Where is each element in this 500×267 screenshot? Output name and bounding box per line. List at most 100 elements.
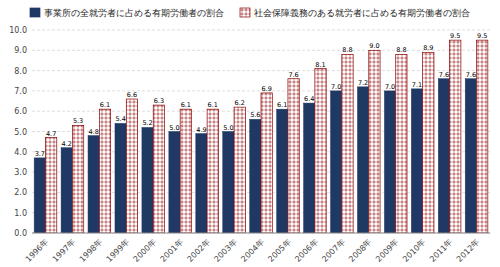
x-tick-label: 2004年 <box>239 237 265 263</box>
x-tick-label: 2001年 <box>159 237 185 263</box>
data-label: 7.0 <box>331 83 341 91</box>
grid <box>32 30 490 233</box>
grid-line <box>32 30 490 31</box>
data-label: 4.2 <box>62 140 72 148</box>
data-label: 6.6 <box>127 91 137 99</box>
data-label: 5.6 <box>250 111 260 119</box>
x-tick-label: 1998年 <box>78 237 104 263</box>
bar <box>384 91 395 233</box>
bar <box>369 50 380 233</box>
legend-label: 事業所の全就労者に占める有期労働者の割合 <box>44 8 224 18</box>
bar <box>142 127 153 233</box>
x-tick-label: 2009年 <box>374 237 400 263</box>
data-label: 5.0 <box>223 124 233 132</box>
bar <box>261 93 272 233</box>
bar <box>169 132 180 234</box>
data-label: 9.5 <box>450 32 460 40</box>
y-tick-label: 1.0 <box>14 209 27 218</box>
x-axis <box>32 233 490 234</box>
data-label: 4.9 <box>196 126 206 134</box>
data-label: 7.0 <box>385 83 395 91</box>
bar <box>61 148 72 233</box>
x-tick-label: 1997年 <box>51 237 77 263</box>
y-tick-label: 6.0 <box>14 107 27 116</box>
data-label: 7.6 <box>288 71 298 79</box>
bar <box>331 91 342 233</box>
data-label: 8.1 <box>315 61 325 69</box>
y-tick-label: 5.0 <box>14 128 27 137</box>
grid-line <box>32 70 490 71</box>
bar <box>99 109 110 233</box>
y-tick-label: 3.0 <box>14 168 27 177</box>
y-tick-label: 9.0 <box>14 46 27 55</box>
chart: 0.0 1.0 2.0 3.0 4.0 5.0 6.0 7.0 8.0 9.0 10.0 3.7 4.2… <box>0 0 500 267</box>
data-label: 3.7 <box>35 150 45 158</box>
bar <box>477 40 488 233</box>
data-label: 4.7 <box>46 130 56 138</box>
y-tick-label: 2.0 <box>14 188 27 197</box>
bar <box>88 136 99 233</box>
x-tick-label: 2007年 <box>320 237 346 263</box>
y-tick-label: 0.0 <box>14 229 27 238</box>
x-tick-label: 2010年 <box>401 237 427 263</box>
bar <box>357 87 368 233</box>
bar <box>315 69 326 233</box>
bar <box>304 103 315 233</box>
grid-line <box>32 50 490 51</box>
legend-item: 社会保障義務のある就労者に占める有期労働者の割合 <box>240 8 470 18</box>
data-label: 7.2 <box>358 79 368 87</box>
x-tick-label: 1999年 <box>105 237 131 263</box>
bar <box>288 79 299 233</box>
data-label: 8.8 <box>396 46 406 54</box>
grid-line <box>32 233 490 234</box>
legend: 事業所の全就労者に占める有期労働者の割合 社会保障義務のある就労者に占める有期労働… <box>30 8 470 18</box>
bar <box>423 52 434 233</box>
x-tick-label: 2012年 <box>455 237 481 263</box>
data-label: 5.4 <box>115 115 125 123</box>
data-label: 5.0 <box>169 124 179 132</box>
bar <box>250 119 261 233</box>
data-label: 9.0 <box>369 42 379 50</box>
data-label: 5.2 <box>142 119 152 127</box>
bar <box>207 109 218 233</box>
bar <box>234 107 245 233</box>
data-label: 8.8 <box>342 46 352 54</box>
legend-swatch <box>30 8 40 17</box>
x-tick-label: 2006年 <box>293 237 319 263</box>
bar <box>342 54 353 233</box>
bar <box>438 79 449 233</box>
y-tick-label: 4.0 <box>14 148 27 157</box>
data-label: 6.1 <box>208 101 218 109</box>
bar <box>223 132 234 234</box>
x-tick-label: 2000年 <box>132 237 158 263</box>
legend-label: 社会保障義務のある就労者に占める有期労働者の割合 <box>254 8 470 18</box>
data-label: 6.1 <box>181 101 191 109</box>
legend-swatch <box>240 8 250 17</box>
x-tick-label: 2011年 <box>428 237 454 263</box>
bar <box>153 105 164 233</box>
data-label: 7.6 <box>439 71 449 79</box>
data-label: 9.5 <box>477 32 487 40</box>
bar <box>450 40 461 233</box>
data-label: 7.6 <box>466 71 476 79</box>
bar <box>465 79 476 233</box>
bar <box>180 109 191 233</box>
bar <box>126 99 137 233</box>
data-label: 6.3 <box>154 97 164 105</box>
bar <box>411 89 422 233</box>
x-tick-label: 1996年 <box>24 237 50 263</box>
data-label: 8.9 <box>423 44 433 52</box>
data-label: 6.9 <box>261 85 271 93</box>
data-label: 4.8 <box>89 128 99 136</box>
data-label: 5.3 <box>73 117 83 125</box>
bar <box>34 158 45 233</box>
legend-item: 事業所の全就労者に占める有期労働者の割合 <box>30 8 224 18</box>
x-tick-label: 2008年 <box>347 237 373 263</box>
y-tick-label: 10.0 <box>9 26 27 35</box>
bars <box>34 40 488 233</box>
bar <box>277 109 288 233</box>
data-label: 6.4 <box>304 95 314 103</box>
y-tick-label: 8.0 <box>14 67 27 76</box>
bar <box>72 125 83 233</box>
bar <box>196 134 207 233</box>
